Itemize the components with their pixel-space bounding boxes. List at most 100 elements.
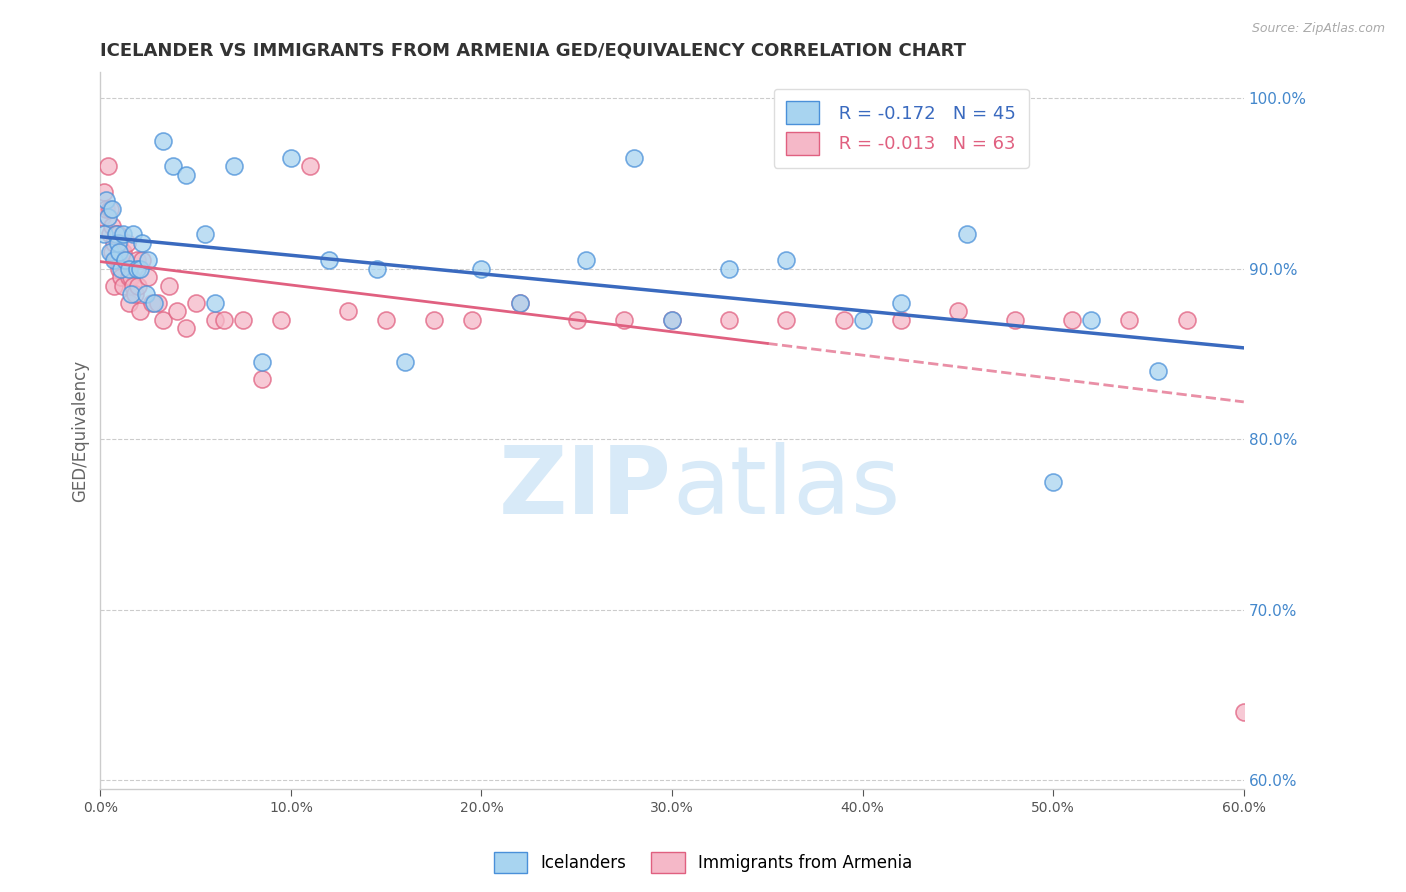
Point xyxy=(114,253,136,268)
Point xyxy=(112,244,135,259)
Point xyxy=(252,355,274,369)
Point xyxy=(375,312,398,326)
Point xyxy=(946,304,969,318)
Point xyxy=(152,134,174,148)
Point xyxy=(101,202,124,216)
Point xyxy=(108,261,131,276)
Point xyxy=(461,312,484,326)
Point xyxy=(718,261,741,276)
Point xyxy=(124,287,146,301)
Point xyxy=(98,227,121,242)
Point xyxy=(129,304,152,318)
Point xyxy=(97,159,120,173)
Text: atlas: atlas xyxy=(672,442,900,534)
Point xyxy=(956,227,979,242)
Point xyxy=(93,227,115,242)
Point xyxy=(1080,312,1102,326)
Point xyxy=(120,270,142,285)
Point xyxy=(101,244,124,259)
Point xyxy=(101,219,124,233)
Point xyxy=(661,312,683,326)
Point xyxy=(1042,475,1064,489)
Text: ZIP: ZIP xyxy=(499,442,672,534)
Point xyxy=(103,253,125,268)
Point xyxy=(575,253,598,268)
Point xyxy=(270,312,292,326)
Point xyxy=(125,261,148,276)
Point xyxy=(565,312,588,326)
Point xyxy=(775,253,797,268)
Point xyxy=(174,321,197,335)
Point xyxy=(509,295,531,310)
Point xyxy=(107,227,129,242)
Point xyxy=(1062,312,1084,326)
Point xyxy=(174,168,197,182)
Point xyxy=(118,295,141,310)
Point xyxy=(115,235,138,250)
Point xyxy=(204,312,226,326)
Point xyxy=(131,235,153,250)
Point xyxy=(166,304,188,318)
Point xyxy=(107,235,129,250)
Point xyxy=(394,355,416,369)
Point xyxy=(103,235,125,250)
Point xyxy=(127,278,149,293)
Point xyxy=(318,253,340,268)
Point xyxy=(104,227,127,242)
Point xyxy=(157,278,180,293)
Point xyxy=(212,312,235,326)
Point xyxy=(1147,364,1170,378)
Point xyxy=(775,312,797,326)
Point xyxy=(298,159,321,173)
Point xyxy=(129,261,152,276)
Point xyxy=(152,312,174,326)
Point xyxy=(1118,312,1140,326)
Point xyxy=(146,295,169,310)
Point xyxy=(366,261,388,276)
Point xyxy=(184,295,207,310)
Point xyxy=(832,312,855,326)
Point xyxy=(470,261,492,276)
Point xyxy=(125,253,148,268)
Point xyxy=(107,253,129,268)
Point xyxy=(118,261,141,276)
Point xyxy=(623,151,645,165)
Point xyxy=(1004,312,1026,326)
Point xyxy=(98,202,121,216)
Point xyxy=(136,253,159,268)
Point xyxy=(423,312,446,326)
Point xyxy=(852,312,875,326)
Point xyxy=(104,253,127,268)
Point xyxy=(1233,705,1256,719)
Point xyxy=(120,287,142,301)
Point xyxy=(110,270,132,285)
Point xyxy=(890,295,912,310)
Point xyxy=(661,312,683,326)
Point xyxy=(97,211,120,225)
Point xyxy=(103,278,125,293)
Point xyxy=(141,295,163,310)
Point xyxy=(131,253,153,268)
Point xyxy=(110,261,132,276)
Point xyxy=(121,278,143,293)
Point xyxy=(114,253,136,268)
Point xyxy=(94,194,117,208)
Point xyxy=(232,312,254,326)
Point xyxy=(613,312,636,326)
Point xyxy=(337,304,360,318)
Y-axis label: GED/Equivalency: GED/Equivalency xyxy=(72,359,89,501)
Point xyxy=(91,211,114,225)
Point xyxy=(135,287,157,301)
Point xyxy=(121,227,143,242)
Point xyxy=(108,244,131,259)
Legend: Icelanders, Immigrants from Armenia: Icelanders, Immigrants from Armenia xyxy=(486,846,920,880)
Point xyxy=(108,235,131,250)
Point xyxy=(204,295,226,310)
Point xyxy=(252,372,274,386)
Point xyxy=(112,227,135,242)
Point xyxy=(110,244,132,259)
Point xyxy=(118,270,141,285)
Point xyxy=(718,312,741,326)
Point xyxy=(509,295,531,310)
Point xyxy=(98,244,121,259)
